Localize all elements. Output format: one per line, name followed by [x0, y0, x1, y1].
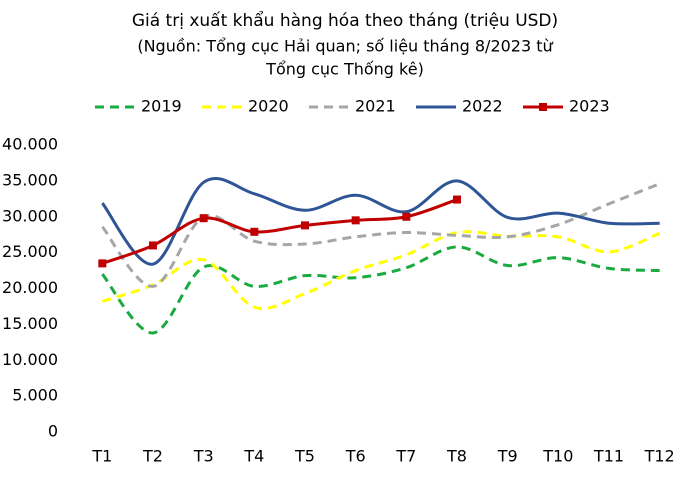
- legend-marker: [539, 103, 547, 111]
- chart-subtitle: Tổng cục Thống kê): [265, 60, 424, 79]
- x-tick-label: T10: [542, 447, 573, 466]
- legend-label: 2022: [462, 97, 503, 116]
- series-line: [101, 198, 458, 265]
- y-tick-label: 20.000: [2, 278, 58, 297]
- x-tick-label: T2: [142, 447, 163, 466]
- x-tick-label: T7: [395, 447, 416, 466]
- marker: [351, 216, 360, 225]
- marker: [453, 195, 461, 204]
- y-tick-label: 30.000: [2, 206, 58, 225]
- series-line: [101, 182, 661, 288]
- legend-label: 2019: [141, 97, 182, 116]
- series-line: [101, 230, 661, 310]
- marker: [301, 221, 309, 230]
- x-tick-label: T8: [446, 447, 467, 466]
- x-tick-label: T9: [497, 447, 518, 466]
- legend-label: 2023: [569, 97, 610, 116]
- series-line: [101, 245, 660, 335]
- y-tick-label: 0: [48, 422, 58, 441]
- legend-label: 2020: [248, 97, 289, 116]
- x-tick-label: T11: [593, 447, 624, 466]
- marker: [199, 214, 208, 223]
- x-tick-label: T1: [91, 447, 112, 466]
- marker: [149, 241, 157, 250]
- y-tick-label: 10.000: [2, 350, 58, 369]
- marker: [98, 259, 107, 268]
- marker: [402, 212, 411, 221]
- x-tick-label: T5: [294, 447, 315, 466]
- chart-title: Giá trị xuất khẩu hàng hóa theo tháng (t…: [132, 10, 558, 31]
- y-tick-label: 40.000: [2, 135, 58, 154]
- x-tick-label: T6: [345, 447, 366, 466]
- legend-label: 2021: [355, 97, 396, 116]
- x-tick-label: T12: [644, 447, 675, 466]
- y-tick-label: 15.000: [2, 314, 58, 333]
- x-tick-label: T3: [193, 447, 214, 466]
- y-tick-label: 35.000: [2, 170, 58, 189]
- y-tick-label: 25.000: [2, 242, 58, 261]
- marker: [250, 227, 259, 236]
- chart-subtitle: (Nguồn: Tổng cục Hải quan; số liệu tháng…: [137, 37, 553, 56]
- y-tick-label: 5.000: [12, 386, 58, 405]
- series-line: [101, 177, 660, 266]
- x-tick-label: T4: [243, 447, 264, 466]
